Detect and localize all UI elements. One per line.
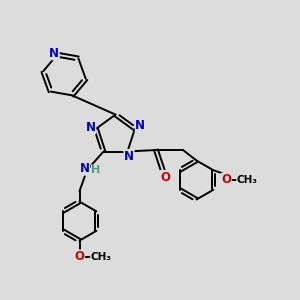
Text: O: O [160, 170, 170, 184]
Text: CH₃: CH₃ [237, 175, 258, 185]
Text: H: H [92, 165, 100, 175]
Text: N: N [86, 121, 96, 134]
Text: N: N [124, 149, 134, 163]
Text: N: N [80, 162, 90, 175]
Text: O: O [221, 173, 231, 186]
Text: N: N [135, 119, 145, 132]
Text: CH₃: CH₃ [91, 251, 112, 262]
Text: N: N [49, 47, 59, 60]
Text: O: O [74, 250, 85, 263]
